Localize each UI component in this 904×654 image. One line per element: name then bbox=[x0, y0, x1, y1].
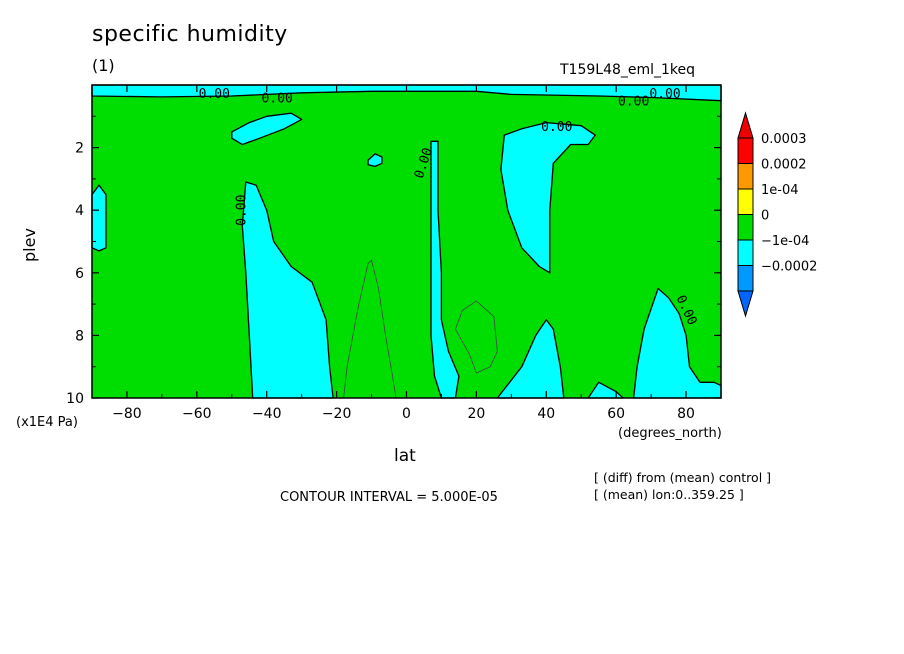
colorbar-over-arrow bbox=[737, 111, 754, 139]
colorbar-label: 1e-04 bbox=[761, 183, 799, 198]
positive-contour-line bbox=[343, 259, 397, 399]
chart-subtitle: (1) bbox=[92, 56, 115, 75]
negative-region-2 bbox=[367, 153, 383, 168]
x-tick-label: 20 bbox=[467, 406, 485, 422]
contour-label: 0.00 bbox=[618, 95, 649, 110]
x-tick-label: 80 bbox=[677, 406, 695, 422]
colorbar-segment bbox=[737, 137, 754, 164]
x-tick-label: 0 bbox=[402, 406, 411, 422]
negative-region-7 bbox=[496, 319, 565, 399]
x-axis-label: lat bbox=[394, 446, 416, 466]
contour-label: 0.00 bbox=[199, 87, 230, 102]
colorbar-segment bbox=[737, 265, 754, 292]
colorbar-segment bbox=[737, 239, 754, 266]
negative-region-5 bbox=[430, 140, 460, 399]
y-tick-label: 4 bbox=[75, 203, 84, 219]
mean-note: [ (mean) lon:0..359.25 ] bbox=[594, 487, 744, 502]
contour-label: 0.00 bbox=[235, 195, 250, 226]
negative-region-1 bbox=[231, 112, 303, 146]
x-tick-label: 60 bbox=[607, 406, 625, 422]
diff-note: [ (diff) from (mean) control ] bbox=[594, 470, 772, 485]
x-axis-unit: (degrees_north) bbox=[618, 426, 722, 441]
negative-region-6 bbox=[500, 121, 596, 274]
plot-area: 0.00 0.000.000.000.000.000.000.00 bbox=[91, 84, 722, 399]
contour-label: 0.00 bbox=[541, 120, 572, 135]
run-name-label: T159L48_eml_1keq bbox=[560, 62, 696, 78]
contour-label: 0.00 bbox=[262, 92, 293, 107]
y-tick-label: 6 bbox=[75, 266, 84, 282]
y-axis-unit: (x1E4 Pa) bbox=[16, 415, 78, 430]
x-tick-label: −60 bbox=[182, 406, 212, 422]
y-tick-label: 10 bbox=[66, 391, 84, 407]
negative-region-3 bbox=[241, 181, 334, 399]
chart-title: specific humidity bbox=[92, 22, 288, 47]
colorbar-label: −0.0002 bbox=[761, 260, 817, 275]
colorbar-segment bbox=[737, 188, 754, 215]
colorbar-under-arrow bbox=[737, 290, 754, 318]
contour-label: 0.00 bbox=[649, 87, 680, 102]
colorbar-label: 0.0003 bbox=[761, 132, 807, 147]
x-tick-label: −20 bbox=[322, 406, 352, 422]
colorbar-label: 0.0002 bbox=[761, 158, 807, 173]
colorbar-label: 0 bbox=[761, 209, 769, 224]
colorbar: 0.0003 0.0002 1e-04 0 −1e-04 −0.0002 bbox=[737, 111, 817, 318]
axes: −80 −60 −40 −20 0 20 40 60 80 2 4 6 8 10 bbox=[66, 84, 722, 422]
contour-interval-label: CONTOUR INTERVAL = 5.000E-05 bbox=[280, 490, 498, 505]
colorbar-label: −1e-04 bbox=[761, 234, 809, 249]
x-tick-label: −80 bbox=[112, 406, 142, 422]
colorbar-segment bbox=[737, 214, 754, 241]
y-tick-label: 8 bbox=[75, 328, 84, 344]
positive-contour-line bbox=[454, 300, 498, 374]
x-tick-label: 40 bbox=[537, 406, 555, 422]
colorbar-segment bbox=[737, 163, 754, 190]
x-tick-label: −40 bbox=[252, 406, 282, 422]
plot-background bbox=[92, 85, 721, 398]
y-tick-label: 2 bbox=[75, 141, 84, 157]
